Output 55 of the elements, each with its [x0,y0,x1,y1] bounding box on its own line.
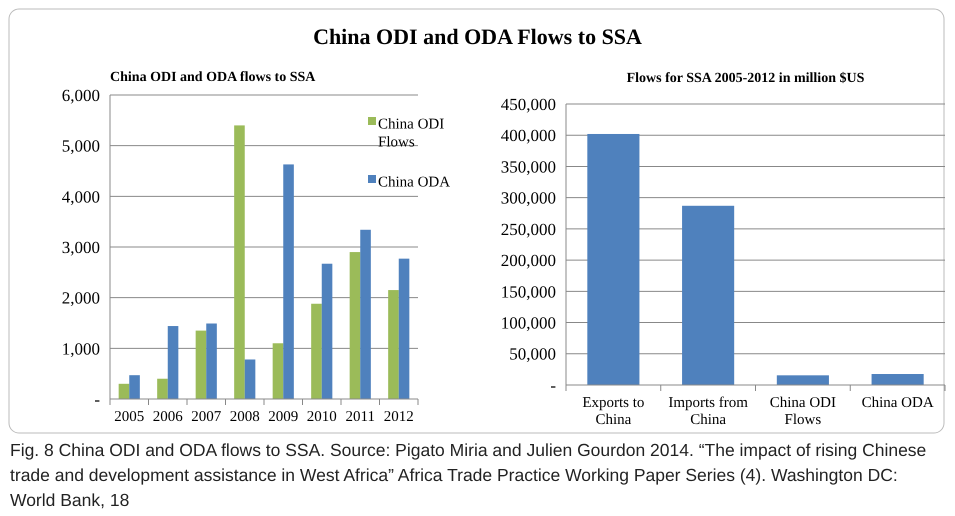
x-tick-label: China ODI Flows [770,395,836,428]
x-tick-label: 2006 [152,409,184,425]
x-tick-label: 2005 [114,409,144,425]
x-tick-label: 2008 [230,409,260,425]
x-tick-label: 2007 [191,409,222,425]
x-tick-label: Exports to China [582,395,644,428]
bar [388,290,399,399]
bar [682,206,734,385]
bar [398,258,410,399]
chart-subtitle: China ODI and ODA flows to SSA [110,70,316,85]
y-tick-label: 150,000 [500,282,556,302]
bar [168,326,178,399]
x-tick-label: 2009 [268,409,298,425]
bar [587,134,640,385]
bar [283,164,294,399]
x-tick-label: China ODA [862,395,934,411]
bar [272,343,284,399]
bar [157,378,168,399]
chart-title: Flows for SSA 2005-2012 in million $US [626,71,865,86]
bar [234,125,245,399]
x-tick-label: 2011 [346,409,375,425]
x-tick-label: 2010 [306,409,337,425]
y-tick-label: 6,000 [62,86,100,105]
y-tick-label: 450,000 [500,94,556,114]
y-tick-label: 200,000 [500,251,556,270]
bar [350,252,360,399]
y-tick-label: - [94,390,100,409]
bar [322,264,332,399]
y-tick-label: 4,000 [62,187,100,206]
y-tick-label: 400,000 [500,126,556,146]
y-tick-label: 1,000 [62,339,100,358]
bar [244,359,256,399]
y-tick-label: 100,000 [500,314,556,333]
bar [311,304,322,399]
y-tick-label: 50,000 [509,344,556,364]
bar [206,324,217,399]
bar [196,330,206,399]
text: China ODI and ODA Flows to SSA [313,24,642,49]
bar [872,374,924,385]
caption: Fig. 8 China ODI and ODA flows to SSA. Source: Pigato Miria and Julien Gourdon 2014. “The impact of rising Chinese trade and development assistance in West Africa” Africa Trade Practice Working Paper Series (4). Washington DC: World Bank, 18 [9,439,928,512]
y-tick-label: - [550,376,556,395]
bar [118,384,130,399]
x-tick-label: Imports from China [668,395,748,428]
y-tick-label: 3,000 [62,238,100,257]
y-tick-label: 5,000 [62,136,100,156]
y-tick-label: 250,000 [500,220,556,239]
bar [360,230,371,399]
y-tick-label: 2,000 [62,288,100,308]
y-tick-label: 300,000 [500,188,556,208]
bar [129,375,140,399]
bar [776,375,829,385]
y-tick-label: 350,000 [500,157,556,176]
legend-label: China ODA [378,174,450,190]
legend-label: China ODI Flows [378,116,444,150]
x-tick-label: 2012 [384,409,414,425]
